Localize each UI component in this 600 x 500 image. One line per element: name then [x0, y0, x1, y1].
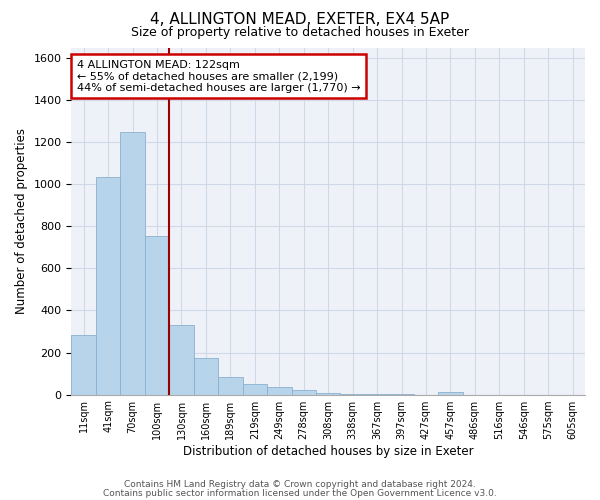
Bar	[438, 392, 463, 394]
Bar	[194, 358, 218, 395]
Bar	[267, 387, 292, 394]
Text: Size of property relative to detached houses in Exeter: Size of property relative to detached ho…	[131, 26, 469, 39]
Bar	[121, 132, 145, 394]
X-axis label: Distribution of detached houses by size in Exeter: Distribution of detached houses by size …	[183, 444, 473, 458]
Bar	[71, 334, 96, 394]
Bar	[242, 384, 267, 394]
Bar	[218, 376, 242, 394]
Bar	[145, 236, 169, 394]
Text: 4 ALLINGTON MEAD: 122sqm
← 55% of detached houses are smaller (2,199)
44% of sem: 4 ALLINGTON MEAD: 122sqm ← 55% of detach…	[77, 60, 360, 93]
Bar	[96, 177, 121, 394]
Bar	[169, 325, 194, 394]
Text: Contains public sector information licensed under the Open Government Licence v3: Contains public sector information licen…	[103, 488, 497, 498]
Y-axis label: Number of detached properties: Number of detached properties	[15, 128, 28, 314]
Bar	[316, 393, 340, 394]
Text: 4, ALLINGTON MEAD, EXETER, EX4 5AP: 4, ALLINGTON MEAD, EXETER, EX4 5AP	[151, 12, 449, 28]
Text: Contains HM Land Registry data © Crown copyright and database right 2024.: Contains HM Land Registry data © Crown c…	[124, 480, 476, 489]
Bar	[292, 390, 316, 394]
